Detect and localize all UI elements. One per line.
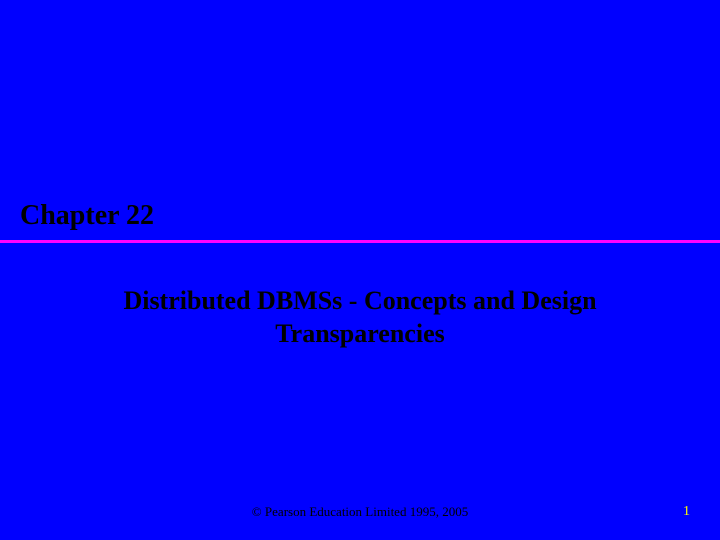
separator-line xyxy=(0,240,720,243)
title-line-2: Transparencies xyxy=(120,318,600,351)
page-number: 1 xyxy=(683,504,690,520)
slide-title: Distributed DBMSs - Concepts and Design … xyxy=(120,285,600,350)
chapter-label: Chapter 22 xyxy=(20,200,154,232)
copyright-footer: © Pearson Education Limited 1995, 2005 xyxy=(0,504,720,520)
title-line-1: Distributed DBMSs - Concepts and Design xyxy=(120,285,600,318)
